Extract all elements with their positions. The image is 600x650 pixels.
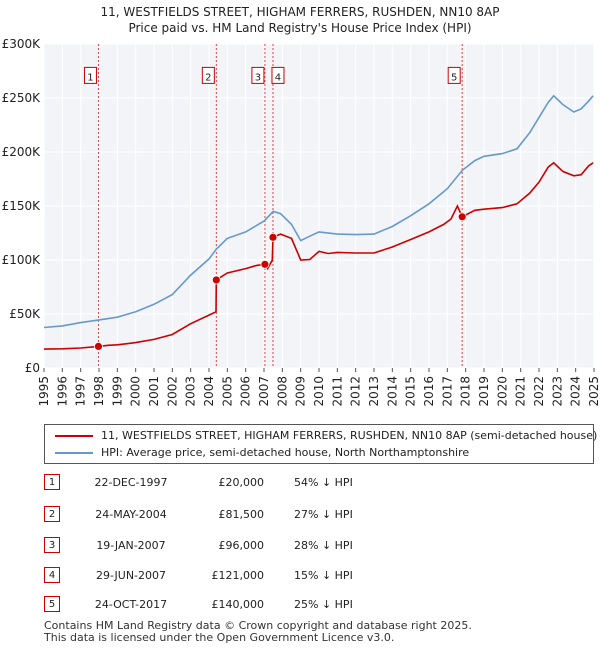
sale-price: £121,000 (211, 569, 265, 582)
sale-row-2: 2 24-MAY-2004 £81,500 27% ↓ HPI (44, 505, 404, 525)
sale-price: £20,000 (218, 476, 265, 489)
chart-title-line-2: Price paid vs. HM Land Registry's House … (128, 21, 472, 35)
x-tick-label: 2021 (514, 376, 528, 407)
x-tick-label: 2020 (495, 376, 509, 407)
sale-number-box: 2 (44, 506, 60, 522)
sale-label-box-2 (201, 66, 215, 84)
sale-date: 22-DEC-1997 (94, 476, 168, 489)
legend-swatch-property (55, 435, 93, 437)
legend-swatch-hpi (55, 452, 93, 454)
x-tick-label: 2001 (147, 376, 161, 407)
sale-price: £140,000 (211, 598, 265, 611)
x-tick-label: 2013 (367, 376, 381, 407)
x-tick-label: 2014 (385, 376, 399, 407)
y-tick-label: £50K (9, 307, 41, 321)
x-tick-label: 2015 (404, 376, 418, 407)
sale-label-box-5 (447, 66, 461, 84)
chart-title-line-1: 11, WESTFIELDS STREET, HIGHAM FERRERS, R… (100, 5, 500, 19)
sale-row-4: 4 29-JUN-2007 £121,000 15% ↓ HPI (44, 566, 404, 586)
x-tick-label: 2017 (440, 376, 454, 407)
x-tick-label: 2007 (257, 376, 271, 407)
hpi-series-line (43, 94, 594, 329)
x-tick-label: 2023 (550, 376, 564, 407)
footer-copyright: Contains HM Land Registry data © Crown c… (44, 619, 472, 632)
sale-hpi-diff: 15% ↓ HPI (294, 569, 353, 582)
sale-date: 24-OCT-2017 (94, 598, 168, 611)
sale-date: 24-MAY-2004 (95, 508, 167, 521)
sale-label-4: 4 (275, 72, 281, 83)
y-tick-label: £0 (25, 361, 40, 375)
sale-number-box: 4 (44, 567, 60, 583)
sale-label-3: 3 (255, 72, 261, 83)
sale-label-box-3 (251, 66, 265, 84)
x-tick-label: 2018 (459, 376, 473, 407)
y-tick-label: £300K (2, 37, 42, 51)
legend-label-hpi: HPI: Average price, semi-detached house,… (101, 446, 470, 459)
x-tick-label: 2025 (587, 376, 600, 407)
x-tick-label: 2011 (330, 376, 344, 407)
sale-number-box: 5 (44, 596, 60, 612)
sale-price: £96,000 (218, 539, 265, 552)
legend-label-property: 11, WESTFIELDS STREET, HIGHAM FERRERS, R… (101, 429, 598, 442)
x-tick-label: 1995 (37, 376, 51, 407)
sale-hpi-diff: 54% ↓ HPI (294, 476, 353, 489)
sale-row-1: 1 22-DEC-1997 £20,000 54% ↓ HPI (44, 473, 404, 493)
sale-number-box: 1 (44, 474, 60, 490)
sale-hpi-diff: 25% ↓ HPI (294, 598, 353, 611)
x-tick-label: 2006 (239, 376, 253, 407)
footer-licence: This data is licensed under the Open Gov… (44, 631, 395, 644)
sale-number-box: 3 (44, 537, 60, 553)
sale-row-5: 5 24-OCT-2017 £140,000 25% ↓ HPI (44, 595, 404, 615)
property-series-line (43, 161, 594, 350)
x-tick-label: 2016 (422, 376, 436, 407)
y-tick-label: £200K (2, 145, 42, 159)
price-chart: 1 2 3 4 5 1995 1996 1997 1998 1999 2000 2001 2002 20… (2, 37, 600, 407)
x-tick-label: 1999 (110, 376, 124, 407)
x-tick-label: 2004 (202, 376, 216, 407)
sale-price: £81,500 (218, 508, 265, 521)
sale-label-2: 2 (205, 72, 211, 83)
sale-date: 29-JUN-2007 (95, 569, 167, 582)
x-tick-label: 2024 (569, 376, 583, 407)
sale-hpi-diff: 28% ↓ HPI (294, 539, 353, 552)
sale-label-1: 1 (87, 72, 93, 83)
x-tick-label: 2008 (275, 376, 289, 407)
x-tick-label: 2000 (129, 376, 143, 407)
sale-label-box-4 (271, 66, 285, 84)
y-tick-label: £250K (2, 91, 42, 105)
x-tick-label: 2003 (184, 376, 198, 407)
sale-point-5 (457, 212, 467, 222)
x-tick-label: 1996 (55, 376, 69, 407)
sale-row-3: 3 19-JAN-2007 £96,000 28% ↓ HPI (44, 536, 404, 556)
y-tick-label: £100K (2, 253, 42, 267)
sale-label-box-1 (83, 66, 97, 84)
x-tick-label: 2010 (312, 376, 326, 407)
sale-date: 19-JAN-2007 (96, 539, 166, 552)
sale-point-2 (211, 275, 221, 285)
sale-hpi-diff: 27% ↓ HPI (294, 508, 353, 521)
x-tick-label: 2022 (532, 376, 546, 407)
legend: 11, WESTFIELDS STREET, HIGHAM FERRERS, R… (44, 424, 598, 464)
x-tick-label: 2012 (349, 376, 363, 407)
x-tick-label: 1997 (74, 376, 88, 407)
x-tick-label: 2019 (477, 376, 491, 407)
x-tick-label: 2009 (294, 376, 308, 407)
sale-point-4 (268, 232, 278, 242)
sale-label-5: 5 (451, 72, 457, 83)
x-tick-label: 2002 (165, 376, 179, 407)
x-tick-label: 1998 (92, 376, 106, 407)
sale-point-1 (94, 341, 103, 351)
x-tick-label: 2005 (220, 376, 234, 407)
sale-point-3 (260, 259, 270, 269)
y-tick-label: £150K (2, 199, 42, 213)
